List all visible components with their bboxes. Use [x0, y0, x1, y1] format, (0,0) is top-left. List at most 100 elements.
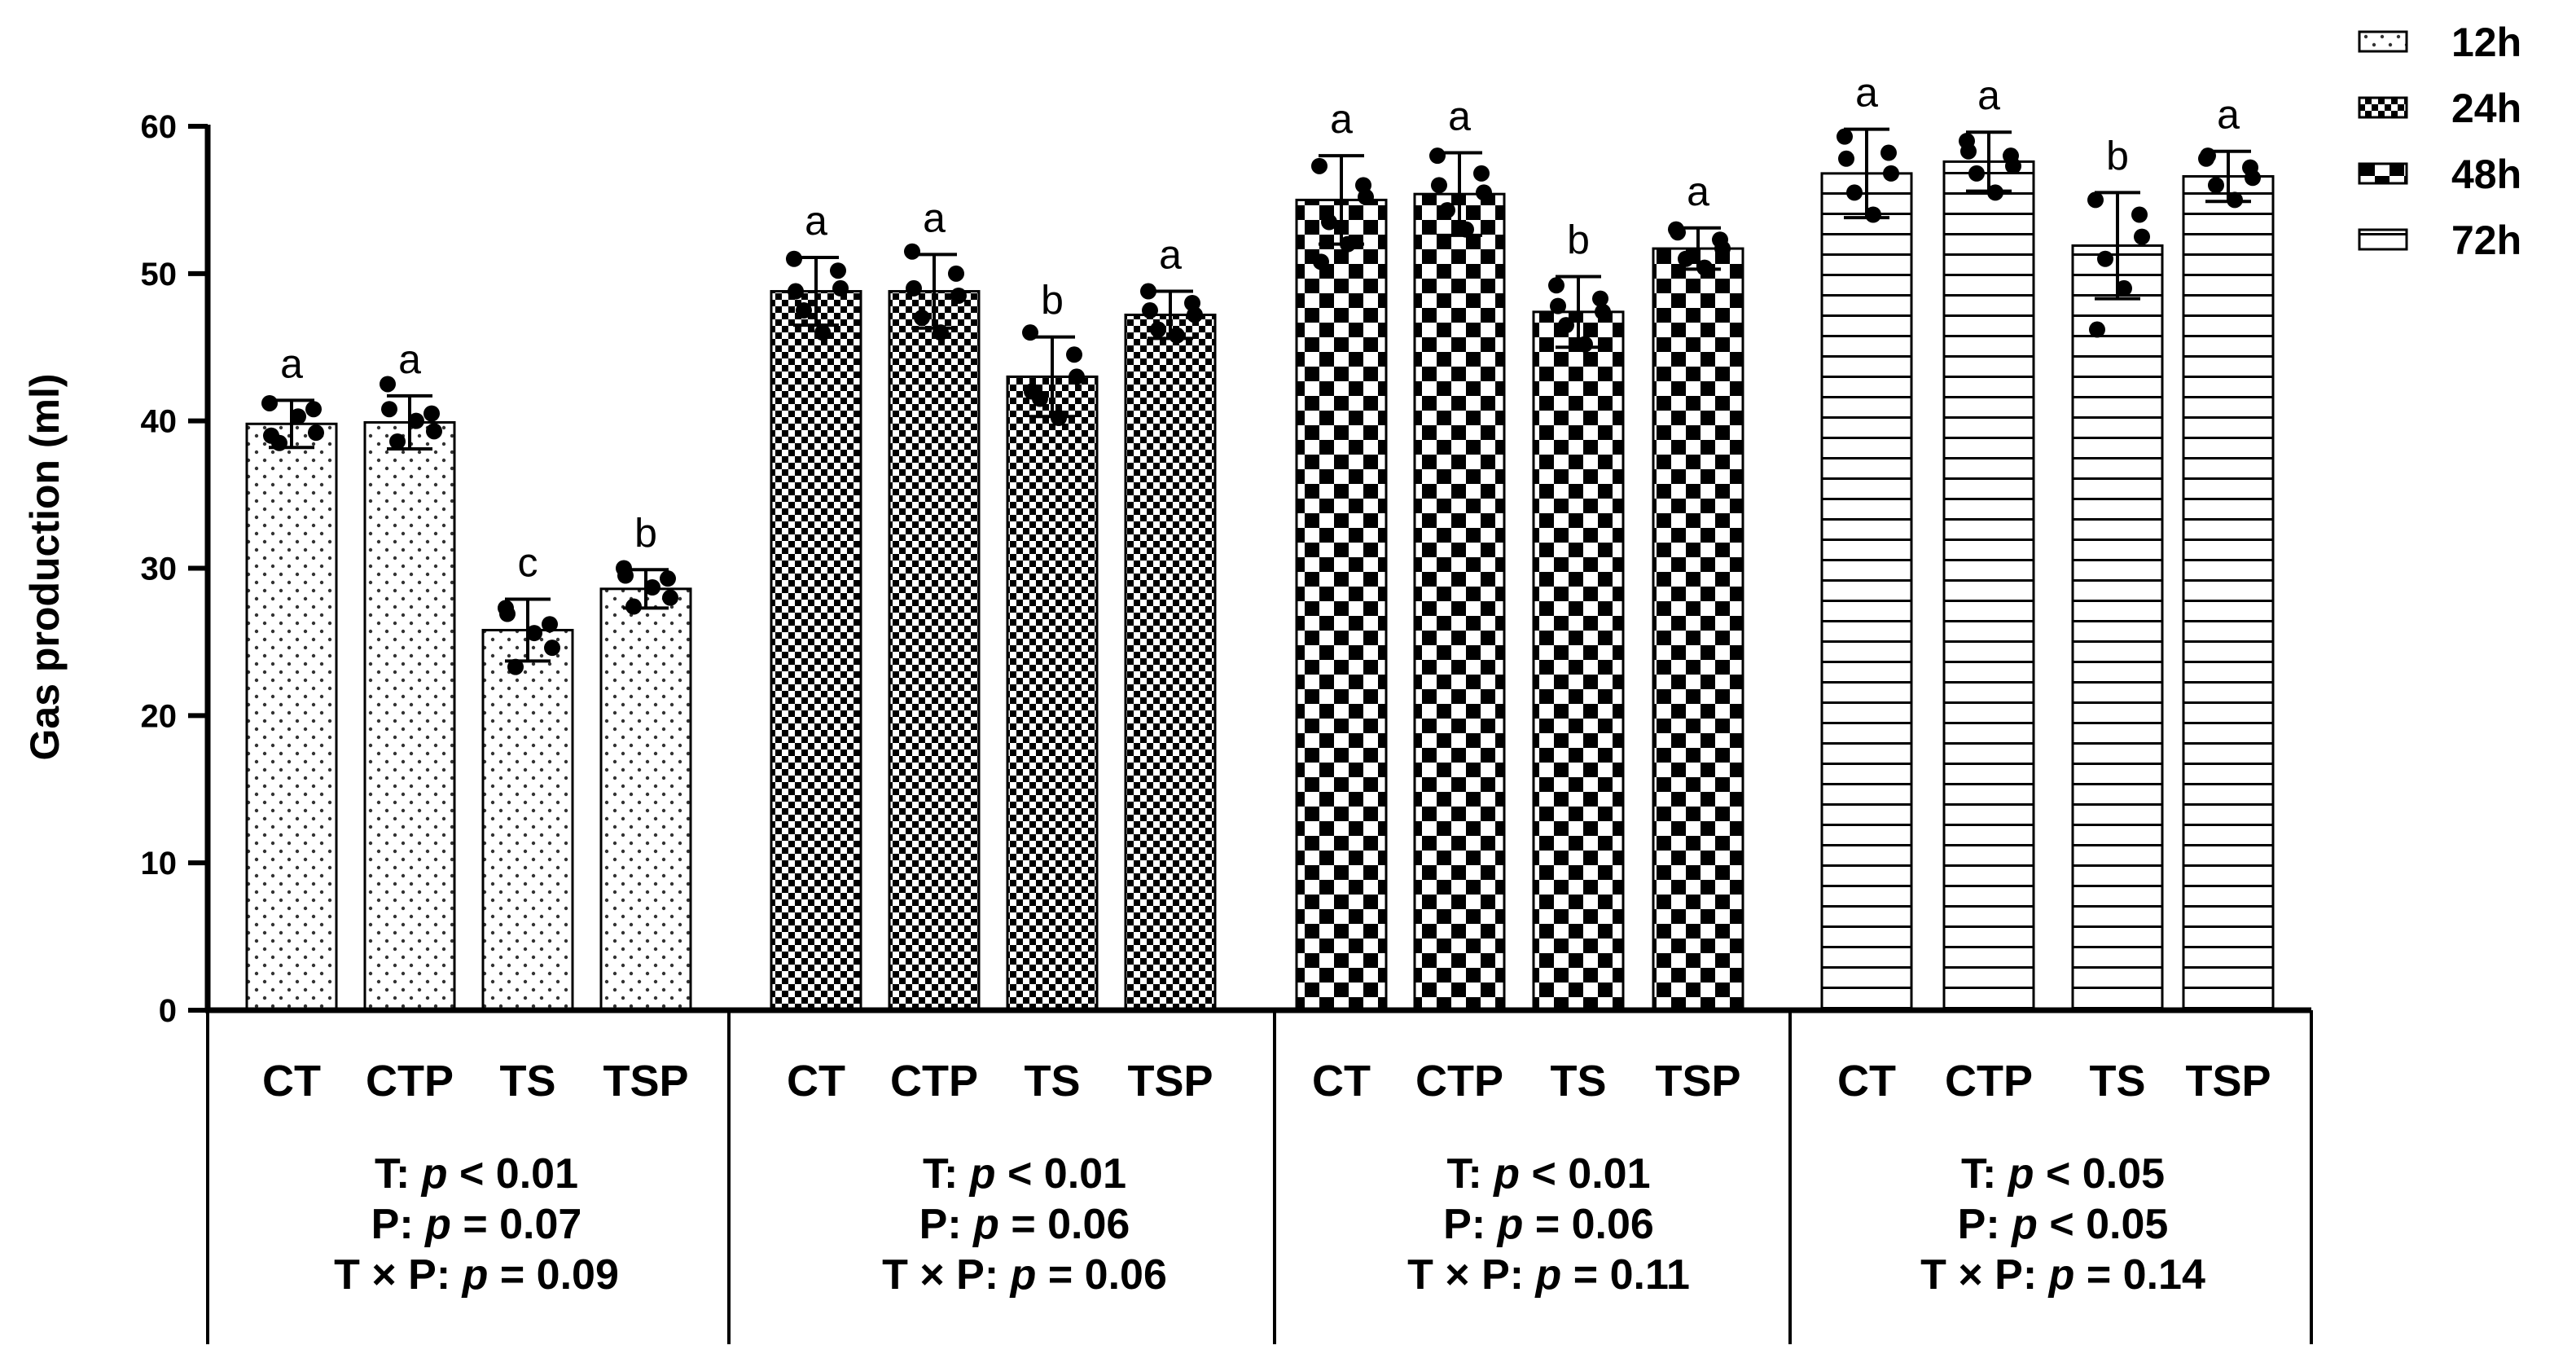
data-point	[914, 310, 930, 327]
data-point	[389, 433, 406, 450]
bar-72h-TS	[2071, 244, 2164, 1012]
bar-24h-TSP	[1124, 313, 1217, 1012]
category-label: CTP	[1945, 1057, 2033, 1106]
data-point	[290, 408, 306, 425]
significance-letter: a	[1977, 73, 2000, 118]
category-label: TSP	[603, 1057, 688, 1106]
data-point	[906, 279, 922, 297]
data-point	[423, 405, 440, 422]
data-point	[950, 287, 967, 304]
data-point	[308, 424, 324, 442]
data-point	[1592, 290, 1608, 307]
data-point	[1187, 306, 1203, 323]
category-label: CT	[1837, 1057, 1896, 1106]
y-tick-label: 40	[141, 404, 178, 440]
data-point	[1473, 165, 1490, 182]
stats-layer: T: p < 0.01P: p = 0.07T × P: p = 0.09T: …	[334, 1150, 2205, 1299]
significance-letter: a	[1330, 96, 1353, 142]
bars-layer	[245, 160, 2275, 1012]
significance-letter: b	[1041, 278, 1064, 323]
data-point	[2087, 191, 2104, 209]
legend-swatch-24h	[2358, 96, 2408, 119]
stat-line-48h: T: p < 0.01	[1447, 1150, 1651, 1198]
data-point	[1476, 184, 1492, 201]
data-point	[1550, 297, 1566, 314]
bar-72h-CT	[1820, 172, 1913, 1012]
data-point	[1678, 250, 1694, 267]
data-point	[1429, 147, 1446, 165]
bar-48h-CT	[1295, 198, 1388, 1012]
data-point	[1022, 324, 1038, 341]
y-axis-title: Gas production (ml)	[22, 374, 68, 761]
legend-label-12h: 12h	[2451, 20, 2521, 65]
data-point	[2208, 177, 2224, 194]
category-label: CTP	[890, 1057, 978, 1106]
data-point	[796, 302, 812, 319]
data-point	[1169, 327, 1185, 344]
bar-12h-TS	[481, 628, 574, 1012]
category-label: TS	[1024, 1057, 1080, 1106]
significance-letter: b	[634, 510, 657, 556]
legend: 12h 24h 48h 72h	[2358, 20, 2521, 263]
data-point	[1066, 346, 1082, 363]
data-point	[2089, 321, 2105, 338]
bar-24h-TS	[1006, 375, 1099, 1012]
bar-24h-CT	[770, 290, 862, 1012]
data-point	[1880, 144, 1897, 161]
data-point	[1595, 303, 1611, 320]
data-point	[832, 279, 849, 297]
data-point	[933, 324, 949, 341]
category-label: CTP	[1415, 1057, 1503, 1106]
bar-12h-TSP	[599, 587, 692, 1012]
data-point	[263, 427, 279, 444]
y-tick-label: 50	[141, 257, 178, 292]
data-point	[660, 570, 676, 587]
significance-letter: c	[518, 539, 538, 585]
significance-letter: a	[1855, 70, 1878, 116]
legend-swatch-72h	[2358, 228, 2408, 251]
y-tick-label: 0	[159, 993, 177, 1029]
category-label: CT	[787, 1057, 845, 1106]
data-point	[617, 567, 634, 584]
stat-line-12h: T: p < 0.01	[375, 1150, 578, 1198]
significance-letter: a	[398, 336, 421, 382]
data-point	[1311, 157, 1327, 174]
data-point	[1358, 188, 1374, 205]
category-label: CTP	[366, 1057, 454, 1106]
data-point	[1142, 302, 1158, 319]
stat-line-72h: P: p < 0.05	[1958, 1201, 2169, 1248]
data-point	[1439, 202, 1455, 219]
data-point	[2134, 228, 2150, 245]
y-tick-label: 60	[141, 109, 178, 145]
bar-48h-TS	[1532, 310, 1625, 1012]
data-point	[788, 283, 804, 300]
significance-letter: a	[923, 195, 946, 240]
significance-letter: a	[280, 341, 303, 386]
data-point	[1883, 165, 1899, 182]
stat-line-72h: T: p < 0.05	[1961, 1150, 2165, 1198]
significance-letter: b	[1567, 217, 1590, 262]
category-label: CT	[262, 1057, 321, 1106]
data-point	[1150, 321, 1166, 338]
significance-letters-layer: a a c b a a b a a a b a a a b a	[280, 70, 2240, 586]
category-label: TS	[1550, 1057, 1606, 1106]
data-point	[1846, 184, 1863, 201]
data-point	[2116, 279, 2132, 297]
y-tick-label: 10	[141, 846, 178, 881]
data-point	[408, 412, 424, 429]
stat-line-12h: T × P: p = 0.09	[334, 1251, 619, 1299]
data-point	[507, 658, 524, 675]
stat-line-72h: T × P: p = 0.14	[1920, 1251, 2205, 1299]
y-axis: 0 10 20 30 40 50 60	[141, 109, 211, 1029]
category-label: TS	[2089, 1057, 2145, 1106]
bar-48h-CTP	[1413, 192, 1506, 1012]
legend-swatch-12h	[2358, 30, 2408, 53]
data-point	[1960, 143, 1977, 160]
stat-line-12h: P: p = 0.07	[371, 1201, 582, 1248]
data-point	[1051, 410, 1067, 427]
bar-48h-TSP	[1652, 247, 1744, 1012]
legend-swatch-48h	[2358, 162, 2408, 185]
stat-line-48h: T × P: p = 0.11	[1407, 1251, 1690, 1299]
stat-line-24h: T × P: p = 0.06	[882, 1251, 1167, 1299]
